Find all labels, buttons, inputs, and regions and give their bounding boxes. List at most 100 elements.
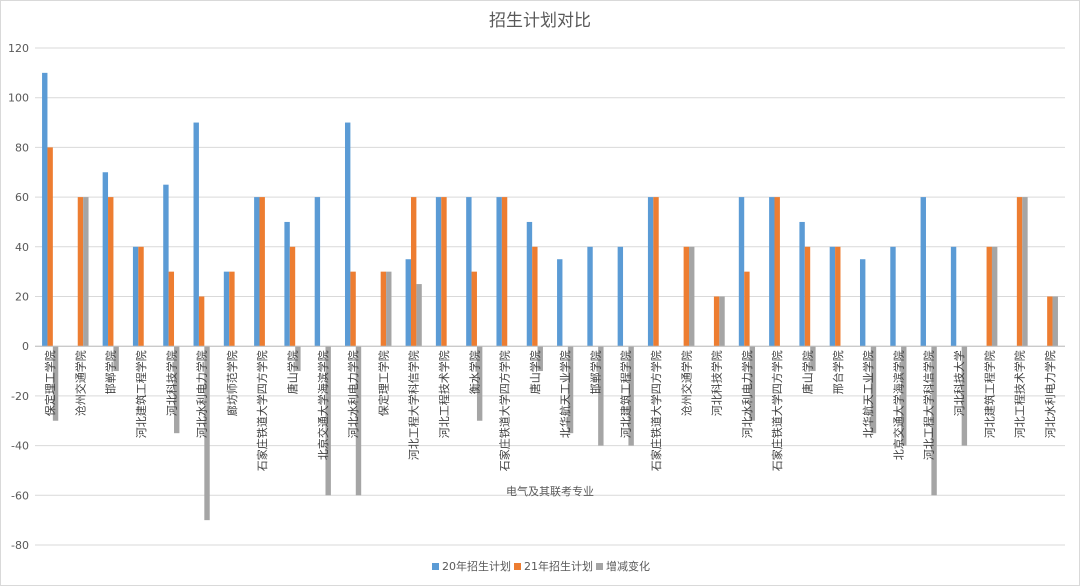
bar: [355, 346, 362, 496]
bar: [683, 246, 690, 347]
bar: [204, 346, 210, 521]
legend-label: 20年招生计划: [442, 559, 511, 573]
category-label: 北京交通大学海滨学院: [316, 350, 330, 460]
bar: [174, 346, 180, 434]
y-tick-label: -60: [11, 489, 29, 502]
bar: [567, 346, 574, 434]
bar: [557, 259, 563, 347]
bar: [47, 147, 53, 347]
bar: [870, 346, 877, 434]
bar: [295, 346, 301, 372]
bar: [52, 346, 59, 421]
bar: [1016, 197, 1023, 347]
bar: [901, 346, 907, 446]
bar: [380, 271, 387, 347]
category-label: 河北科技学院: [710, 350, 724, 416]
y-tick-label: 40: [15, 241, 29, 254]
category-label: 北京交通大学海滨学院: [891, 350, 905, 460]
bar: [744, 271, 750, 347]
bar: [289, 246, 296, 347]
category-label: 唐山学院: [801, 350, 815, 394]
bar: [829, 246, 836, 347]
bar: [108, 197, 114, 347]
bar: [102, 172, 109, 347]
bar: [496, 197, 502, 347]
category-label: 河北建筑工程学院: [619, 350, 633, 438]
bar: [471, 271, 477, 347]
legend-swatch: [596, 563, 603, 570]
category-label: 唐山学院: [286, 350, 300, 394]
bar: [920, 197, 926, 347]
gridlines: [35, 47, 1065, 546]
legend-swatch: [514, 563, 521, 570]
y-tick-label: 100: [8, 92, 29, 105]
bar: [314, 197, 321, 347]
bar: [950, 246, 957, 347]
category-label: 沧州交通学院: [679, 350, 693, 416]
bar: [713, 296, 720, 347]
bar: [532, 246, 538, 347]
category-label: 河北水利电力学院: [346, 350, 360, 438]
bar: [835, 246, 841, 347]
bars: [42, 72, 1058, 521]
category-label: 河北工程技术学院: [437, 350, 451, 438]
bar: [163, 184, 169, 347]
bar: [986, 246, 992, 347]
category-label: 河北水利电力学院: [195, 350, 209, 438]
bar: [799, 221, 805, 347]
bar: [435, 197, 442, 347]
category-label: 石家庄铁道大学四方学院: [649, 350, 663, 471]
y-tick-label: 120: [8, 42, 29, 55]
bar: [931, 346, 937, 496]
bar: [810, 346, 816, 372]
bar: [350, 271, 356, 347]
legend: 20年招生计划 21年招生计划 增减变化: [432, 559, 650, 573]
category-label: 唐山学院: [528, 350, 542, 394]
category-label: 河北工程技术学院: [1013, 350, 1027, 438]
bar: [344, 122, 351, 347]
bar: [501, 197, 508, 347]
bar: [804, 246, 811, 347]
bar: [1052, 296, 1058, 347]
bar: [168, 271, 175, 347]
category-label: 河北科技学院: [164, 350, 178, 416]
category-label: 邯郸学院: [588, 350, 602, 394]
bar: [537, 346, 543, 372]
bar: [405, 259, 411, 347]
bar: [774, 197, 780, 347]
bar: [598, 346, 604, 446]
y-tick-label: 0: [22, 340, 29, 353]
bar: [198, 296, 205, 347]
bar: [229, 271, 235, 347]
category-label: 邯郸学院: [104, 350, 118, 394]
category-label: 沧州交通学院: [73, 350, 87, 416]
bar: [132, 246, 139, 347]
legend-label: 增减变化: [606, 559, 650, 573]
bar: [466, 197, 472, 347]
bar: [476, 346, 483, 421]
bar: [587, 246, 593, 347]
y-axis-ticks: -80 -60 -40 -20 0 20 40 60 80 100 120: [8, 42, 29, 552]
bar: [961, 346, 968, 446]
bar: [890, 246, 896, 347]
bar: [1047, 296, 1053, 347]
category-label: 衡水学院: [467, 350, 481, 394]
bar: [77, 197, 84, 347]
category-label: 石家庄铁道大学四方学院: [770, 350, 784, 471]
category-label: 河北水利电力学院: [740, 350, 754, 438]
bar: [647, 197, 654, 347]
bar: [1022, 197, 1028, 347]
bar: [991, 246, 998, 347]
bar: [441, 197, 447, 347]
category-label: 河北工程大学科信学院: [922, 350, 936, 460]
bar: [859, 259, 866, 347]
category-label: 保定理工学院: [43, 350, 57, 416]
bar: [259, 197, 265, 347]
bar: [325, 346, 331, 496]
y-tick-label: -40: [11, 440, 29, 453]
category-label: 石家庄铁道大学四方学院: [255, 350, 269, 471]
bar: [653, 197, 659, 347]
category-label: 河北水利电力学院: [1043, 350, 1057, 438]
bar: [42, 72, 48, 347]
